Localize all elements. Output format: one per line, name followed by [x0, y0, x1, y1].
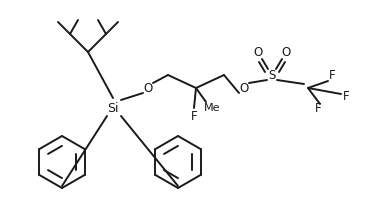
- Text: O: O: [281, 46, 291, 59]
- Text: F: F: [191, 110, 197, 123]
- Text: F: F: [343, 90, 349, 103]
- Text: O: O: [239, 81, 249, 95]
- Text: Si: Si: [107, 101, 119, 114]
- Text: O: O: [254, 46, 262, 59]
- Text: Me: Me: [204, 103, 220, 113]
- Text: O: O: [144, 81, 152, 95]
- Text: F: F: [329, 68, 335, 81]
- Text: F: F: [315, 101, 321, 114]
- Text: S: S: [268, 68, 276, 81]
